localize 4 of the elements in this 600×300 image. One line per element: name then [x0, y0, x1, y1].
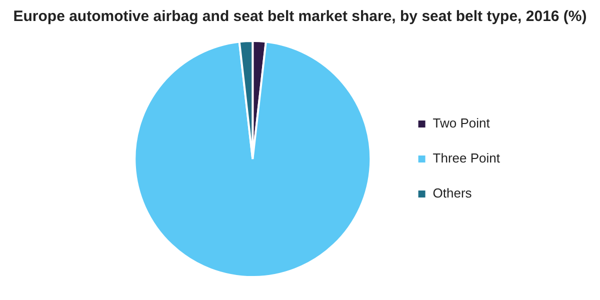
legend-label: Three Point: [432, 150, 500, 166]
legend-label: Others: [432, 186, 472, 201]
legend-label: Two Point: [432, 116, 490, 131]
chart-title: Europe automotive airbag and seat belt market share, by seat belt type, 2016 (%): [12, 8, 588, 25]
